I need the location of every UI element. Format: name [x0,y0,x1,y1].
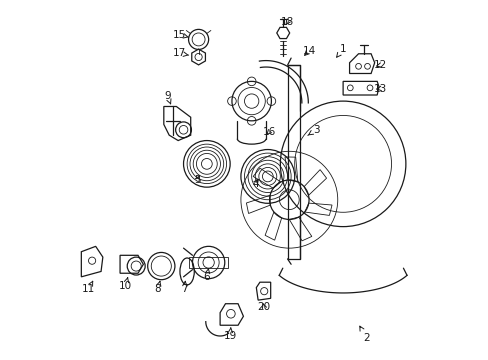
Text: 18: 18 [280,17,294,27]
Text: 10: 10 [119,278,132,291]
Text: 9: 9 [164,91,171,104]
Text: 14: 14 [302,46,315,56]
Text: 4: 4 [251,179,258,189]
Text: 19: 19 [223,328,236,341]
Text: 1: 1 [336,44,346,57]
Text: 6: 6 [203,269,210,282]
Text: 15: 15 [172,30,188,40]
Text: 5: 5 [193,175,200,185]
Text: 16: 16 [263,127,276,136]
Text: 3: 3 [307,125,319,135]
Text: 11: 11 [81,281,95,294]
Text: 17: 17 [172,48,188,58]
Text: 20: 20 [257,302,270,312]
Text: 13: 13 [373,84,386,94]
Text: 2: 2 [359,326,369,343]
Text: 8: 8 [154,281,161,294]
Text: 7: 7 [181,281,187,294]
Text: 12: 12 [373,60,386,70]
